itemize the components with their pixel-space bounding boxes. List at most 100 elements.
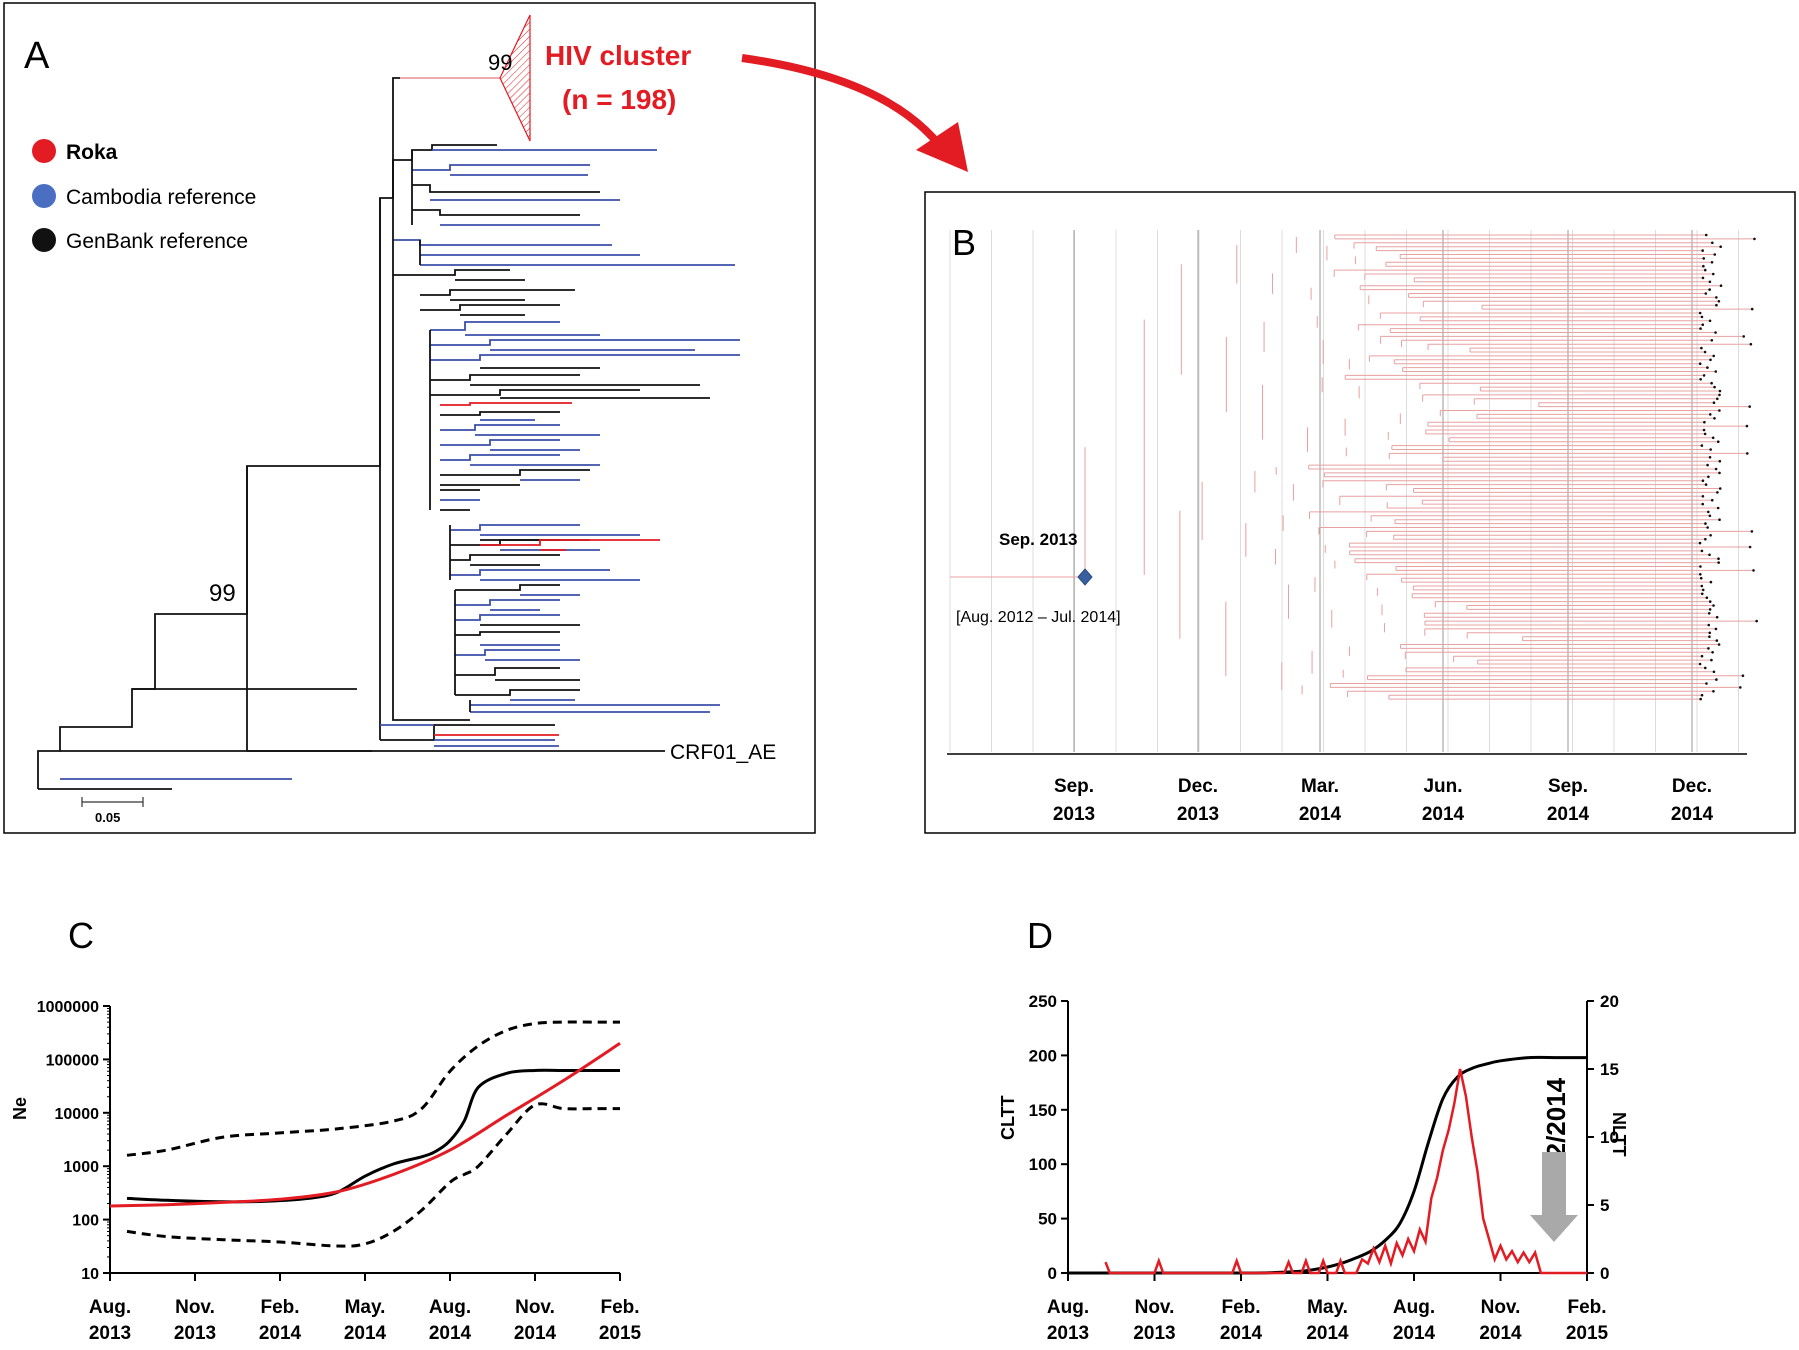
- tip-dot: [1701, 502, 1705, 506]
- tip-dot: [1699, 697, 1702, 701]
- c-y-tick-label: 10000: [55, 1106, 100, 1123]
- tip-dot: [1702, 264, 1705, 268]
- tip-dot: [1707, 475, 1710, 479]
- tip-dot: [1710, 381, 1713, 385]
- d-x-tick-year: 2014: [1479, 1323, 1522, 1344]
- c-y-tick-label: 1000: [63, 1159, 99, 1176]
- b-tick-year: 2014: [1299, 804, 1342, 825]
- c-x-tick-month: Feb.: [260, 1297, 299, 1318]
- c-x-tick-year: 2014: [259, 1323, 302, 1344]
- tip-dot: [1700, 584, 1704, 588]
- b-tick-year: 2014: [1547, 804, 1590, 825]
- b-tick-month: Dec.: [1178, 776, 1218, 797]
- outgroup-label: CRF01_AE: [670, 741, 776, 764]
- tip-dot: [1715, 303, 1718, 307]
- tip-dot: [1705, 596, 1709, 599]
- d-x-tick-year: 2013: [1133, 1323, 1175, 1344]
- tip-dot: [1717, 561, 1720, 564]
- tip-dot: [1715, 296, 1718, 299]
- panel-d: D CLTT NLTT 0 50 100 150 200 250 0 5 10 15 20 Aug. 2…: [998, 915, 1629, 1344]
- tip-dot: [1703, 420, 1706, 424]
- c-x-tick-month: Feb.: [600, 1297, 639, 1318]
- tip-dot: [1718, 518, 1721, 521]
- tip-dot: [1752, 569, 1755, 572]
- tip-dot: [1711, 241, 1714, 245]
- tip-dot: [1718, 389, 1722, 393]
- c-x-tick-month: Aug.: [89, 1297, 131, 1318]
- tip-dot: [1715, 678, 1718, 681]
- tip-dot: [1716, 440, 1720, 444]
- b-tick-month: Mar.: [1301, 776, 1339, 797]
- chart-d: 0 50 100 150 200 250 0 5 10 15 20 Aug. 2013 Nov. 2013 F…: [1029, 992, 1619, 1344]
- b-tick-year: 2013: [1177, 804, 1219, 825]
- tip-dot: [1706, 366, 1709, 369]
- c-x-tick-month: Nov.: [175, 1297, 215, 1318]
- dated-tree-b: [950, 233, 1758, 701]
- d-y-tick-label-right: 0: [1600, 1264, 1609, 1283]
- bootstrap-root-label: 99: [209, 580, 236, 607]
- legend-cambodia-label: Cambodia reference: [66, 186, 256, 209]
- c-series-upper-95-hpd: [126, 1020, 620, 1157]
- tip-dot: [1708, 631, 1712, 635]
- d-y-tick-label-left: 200: [1029, 1046, 1057, 1065]
- d-y-tick-label-left: 150: [1029, 1101, 1057, 1120]
- d-x-tick-month: Feb.: [1567, 1297, 1606, 1318]
- d-x-tick-year: 2014: [1220, 1323, 1263, 1344]
- c-x-tick-year: 2014: [344, 1323, 387, 1344]
- b-tick-year: 2013: [1053, 804, 1095, 825]
- d-x-tick-month: Aug.: [1393, 1297, 1435, 1318]
- c-series-logistic-fit: [109, 1042, 621, 1208]
- tip-dot: [1703, 666, 1707, 670]
- tip-dot: [1703, 268, 1707, 272]
- tip-dot: [1711, 436, 1715, 440]
- tip-dot: [1745, 424, 1749, 428]
- tmrca-interval: [Aug. 2012 – Jul. 2014]: [956, 609, 1121, 626]
- tip-dot: [1698, 311, 1702, 315]
- tip-dot: [1700, 549, 1704, 553]
- tip-dot: [1712, 401, 1716, 405]
- b-tick-year: 2014: [1422, 804, 1465, 825]
- collapsed-cluster-triangle: [499, 14, 531, 142]
- tip-dot: [1717, 557, 1720, 560]
- b-tick-month: Sep.: [1054, 776, 1094, 797]
- tip-dot: [1700, 315, 1704, 319]
- tmrca-date: Sep. 2013: [999, 530, 1077, 549]
- tip-dot: [1707, 623, 1711, 627]
- tip-dot: [1709, 534, 1712, 537]
- chart-d-ylabel-right: NLTT: [1609, 1112, 1629, 1157]
- arrow-a-to-b: [741, 54, 954, 163]
- tip-dot: [1700, 346, 1703, 350]
- tip-dot: [1701, 495, 1705, 498]
- tip-dot: [1717, 643, 1721, 646]
- tip-dot: [1718, 393, 1721, 397]
- tip-dot: [1710, 658, 1713, 662]
- tip-dot: [1699, 378, 1702, 381]
- d-y-tick-label-right: 10: [1600, 1128, 1619, 1147]
- c-y-tick-label: 100000: [46, 1052, 99, 1069]
- legend-roka-icon: [32, 139, 56, 163]
- cluster-n: (n = 198): [562, 84, 676, 115]
- chart-c-ylabel: Ne: [10, 1097, 30, 1120]
- c-x-tick-month: Aug.: [429, 1297, 471, 1318]
- tip-dot: [1712, 354, 1716, 358]
- panel-c-label: C: [68, 915, 94, 956]
- tip-dot: [1699, 576, 1703, 580]
- scale-bar-label: 0.05: [95, 810, 120, 825]
- c-x-tick-year: 2014: [429, 1323, 472, 1344]
- tip-dot: [1701, 479, 1705, 483]
- scale-bar: 0.05: [81, 797, 144, 825]
- d-x-tick-year: 2015: [1566, 1323, 1609, 1344]
- d-x-tick-year: 2013: [1047, 1323, 1089, 1344]
- panel-b-label: B: [952, 222, 976, 263]
- d-x-tick-month: May.: [1307, 1297, 1348, 1318]
- b-tick-month: Dec.: [1672, 776, 1712, 797]
- panel-a: A Roka Cambodia reference GenBank refere…: [3, 2, 816, 834]
- tip-dot: [1708, 608, 1712, 611]
- d-x-tick-month: Feb.: [1221, 1297, 1260, 1318]
- c-x-tick-year: 2014: [514, 1323, 557, 1344]
- cluster-title: HIV cluster: [545, 40, 691, 71]
- tip-dot: [1704, 233, 1708, 237]
- tip-dot: [1702, 374, 1706, 377]
- tip-dot: [1716, 397, 1719, 401]
